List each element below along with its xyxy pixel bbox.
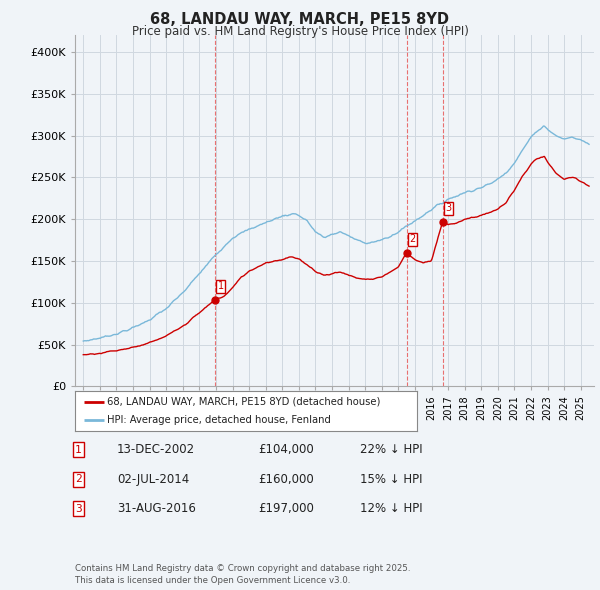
Text: 1: 1 [218,281,224,291]
Text: £160,000: £160,000 [258,473,314,486]
Text: 3: 3 [75,504,82,513]
Text: £104,000: £104,000 [258,443,314,456]
Text: 1: 1 [75,445,82,454]
Text: £197,000: £197,000 [258,502,314,515]
Text: 12% ↓ HPI: 12% ↓ HPI [360,502,422,515]
Text: 31-AUG-2016: 31-AUG-2016 [117,502,196,515]
Text: 2: 2 [409,234,415,244]
Text: 3: 3 [445,204,451,214]
Text: 02-JUL-2014: 02-JUL-2014 [117,473,189,486]
Text: 13-DEC-2002: 13-DEC-2002 [117,443,195,456]
Text: 22% ↓ HPI: 22% ↓ HPI [360,443,422,456]
Text: 68, LANDAU WAY, MARCH, PE15 8YD (detached house): 68, LANDAU WAY, MARCH, PE15 8YD (detache… [107,397,381,407]
Text: HPI: Average price, detached house, Fenland: HPI: Average price, detached house, Fenl… [107,415,331,425]
Text: Contains HM Land Registry data © Crown copyright and database right 2025.
This d: Contains HM Land Registry data © Crown c… [75,565,410,585]
Text: Price paid vs. HM Land Registry's House Price Index (HPI): Price paid vs. HM Land Registry's House … [131,25,469,38]
Text: 2: 2 [75,474,82,484]
Text: 15% ↓ HPI: 15% ↓ HPI [360,473,422,486]
Text: 68, LANDAU WAY, MARCH, PE15 8YD: 68, LANDAU WAY, MARCH, PE15 8YD [151,12,449,27]
